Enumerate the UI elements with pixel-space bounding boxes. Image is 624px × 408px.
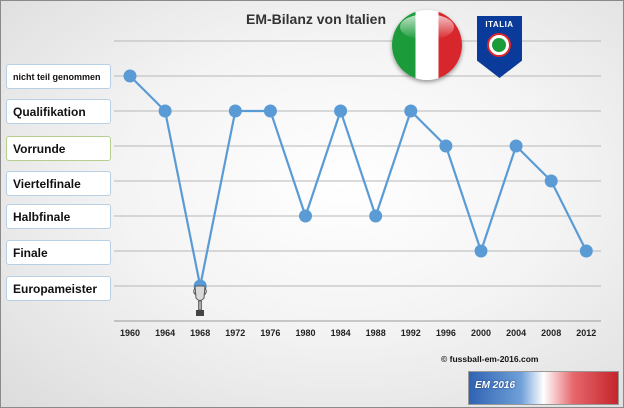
data-point [263,104,277,118]
x-tick-label: 2012 [576,328,596,338]
x-tick-label: 1980 [295,328,315,338]
data-point [228,104,242,118]
data-point [123,69,137,83]
x-tick-label: 2008 [541,328,561,338]
banner-text: EM 2016 [475,380,516,391]
crest-text: ITALIA [485,20,514,29]
x-tick-label: 1968 [190,328,210,338]
y-category-label: Finale [6,240,111,265]
data-point [509,139,523,153]
data-point [158,104,172,118]
italy-flag-icon [392,10,462,80]
data-point [369,209,383,223]
data-point [439,139,453,153]
x-tick-label: 2000 [471,328,491,338]
series-line [129,75,588,287]
x-tick-label: 1960 [120,328,140,338]
data-point [334,104,348,118]
data-point [474,244,488,258]
data-point [579,244,593,258]
chart-title: EM-Bilanz von Italien [245,11,386,27]
x-tick-label: 1992 [401,328,421,338]
x-tick-label: 1996 [436,328,456,338]
y-category-label: Halbfinale [6,204,111,229]
y-category-label: Viertelfinale [6,171,111,196]
trophy-icon [193,285,207,316]
data-point [299,209,312,223]
x-tick-label: 2004 [506,328,526,338]
x-tick-label: 1964 [155,328,175,338]
y-category-label: Qualifikation [6,99,111,124]
crest-badge-icon [487,33,511,57]
y-category-label: nicht teil genommen [6,64,111,89]
y-category-label: Europameister [6,276,111,301]
x-tick-label: 1972 [225,328,245,338]
x-tick-label: 1988 [366,328,386,338]
x-tick-label: 1976 [260,328,280,338]
copyright-text: © fussball-em-2016.com [441,354,539,364]
euro-2016-banner[interactable]: EM 2016 [468,371,619,405]
data-point [544,174,558,188]
x-tick-label: 1984 [331,328,351,338]
y-category-label: Vorrunde [6,136,111,161]
data-point [404,104,418,118]
